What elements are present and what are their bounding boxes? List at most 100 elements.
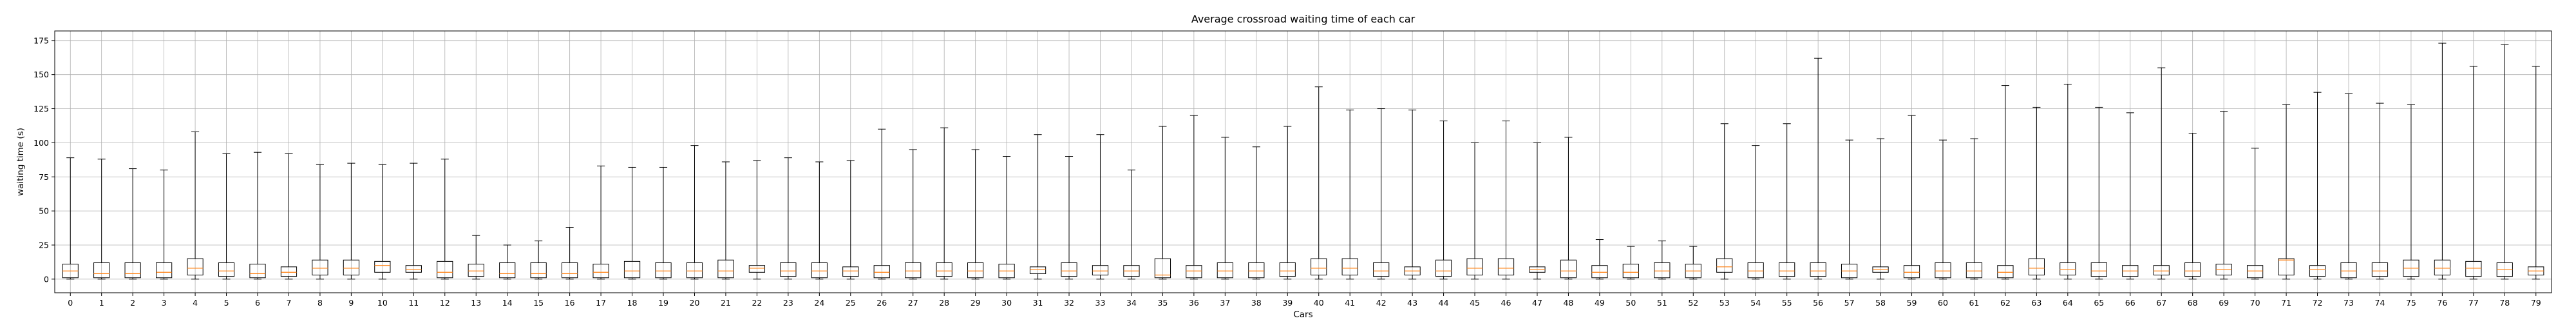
x-tick-label: 35 [1157,298,1168,308]
box-car-23 [780,157,797,280]
iqr-box [2028,258,2045,276]
x-tick-label: 60 [1938,298,1948,308]
box-car-65 [2090,106,2107,280]
iqr-box [2090,262,2107,277]
x-tick-label: 52 [1688,298,1698,308]
x-tick-label: 33 [1095,298,1106,308]
x-tick-label: 39 [1282,298,1293,308]
box-car-16 [562,227,578,280]
iqr-box [218,262,235,277]
x-tick-label: 65 [2094,298,2104,308]
box-car-43 [1404,110,1421,280]
y-tick-label: 125 [33,104,49,113]
iqr-box [1654,262,1671,279]
box-car-46 [1497,121,1515,280]
box-car-1 [93,159,110,280]
x-tick-label: 76 [2437,298,2447,308]
y-tick-label: 50 [39,206,49,216]
box-car-49 [1591,239,1608,280]
iqr-box [686,262,703,279]
box-car-63 [2028,106,2045,280]
x-tick-label: 64 [2063,298,2073,308]
y-tick-label: 25 [39,240,49,250]
box-car-60 [1935,139,1951,280]
x-tick-label: 67 [2156,298,2166,308]
x-tick-label: 26 [876,298,887,308]
x-tick-label: 29 [971,298,981,308]
box-car-31 [1029,134,1046,280]
box-car-20 [686,145,703,280]
iqr-box [717,259,734,279]
x-tick-label: 7 [286,298,291,308]
x-tick-label: 17 [596,298,606,308]
iqr-box [655,262,672,279]
x-tick-label: 31 [1033,298,1043,308]
box-car-40 [1311,86,1327,280]
box-car-11 [405,162,422,280]
chart-title: Average crossroad waiting time of each c… [1191,13,1416,25]
box-car-75 [2403,104,2420,280]
x-tick-label: 27 [908,298,918,308]
x-tick-label: 47 [1532,298,1542,308]
x-tick-label: 78 [2499,298,2510,308]
x-tick-label: 36 [1189,298,1199,308]
y-tick-label: 150 [33,70,49,79]
x-tick-label: 79 [2531,298,2541,308]
box-car-10 [374,164,391,280]
x-tick-label: 49 [1595,298,1605,308]
x-tick-label: 61 [1969,298,1979,308]
iqr-box [592,264,609,279]
box-car-56 [1810,57,1826,280]
x-tick-label: 71 [2281,298,2291,308]
box-car-68 [2184,133,2201,280]
box-car-69 [2215,111,2232,280]
box-car-0 [62,157,79,280]
x-tick-label: 45 [1470,298,1480,308]
x-tick-label: 51 [1657,298,1667,308]
x-tick-label: 57 [1844,298,1855,308]
iqr-box [967,262,984,279]
iqr-box [2060,262,2076,276]
iqr-box [1591,265,1608,279]
x-tick-label: 53 [1719,298,1730,308]
box-car-76 [2434,43,2450,280]
iqr-box [623,261,641,279]
box-car-78 [2496,44,2513,280]
iqr-box [562,262,578,279]
iqr-box [780,262,797,277]
box-car-77 [2465,66,2482,280]
x-tick-label: 58 [1875,298,1886,308]
box-car-47 [1529,142,1546,280]
x-tick-label: 72 [2313,298,2323,308]
iqr-box [2434,259,2450,276]
x-tick-label: 37 [1220,298,1230,308]
x-tick-label: 50 [1625,298,1636,308]
box-car-26 [873,128,890,280]
box-car-2 [124,168,141,280]
box-car-74 [2371,103,2389,280]
iqr-box [1747,262,1764,279]
iqr-box [936,262,952,277]
box-car-25 [842,160,859,280]
box-car-6 [249,152,266,280]
box-car-72 [2309,92,2326,280]
x-tick-label: 18 [627,298,638,308]
x-tick-label: 6 [255,298,260,308]
iqr-box [1716,258,1733,273]
x-tick-label: 11 [408,298,419,308]
x-tick-label: 9 [348,298,354,308]
x-tick-label: 15 [533,298,544,308]
iqr-box [1311,258,1327,276]
box-car-58 [1872,138,1889,280]
x-tick-label: 25 [846,298,856,308]
iqr-box [1217,262,1233,279]
box-car-66 [2122,112,2139,280]
iqr-box [1622,264,1639,279]
box-car-17 [592,165,609,280]
grid-layer [55,31,2552,293]
x-tick-label: 4 [193,298,198,308]
iqr-box [1497,258,1515,276]
iqr-box [405,265,422,273]
box-car-30 [998,156,1015,280]
